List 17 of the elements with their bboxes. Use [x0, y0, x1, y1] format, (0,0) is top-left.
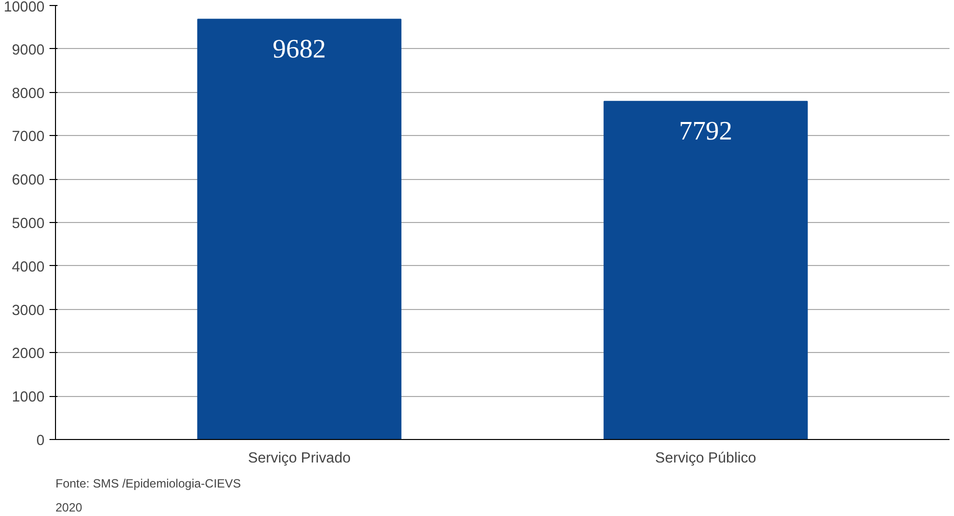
y-tick-label: 1000 [12, 390, 45, 406]
y-tick-label: 9000 [12, 42, 45, 58]
data-label: 7792 [679, 115, 732, 146]
y-tick-label: 8000 [12, 86, 45, 102]
text: 2020 [56, 500, 83, 514]
y-tick-label: 3000 [12, 302, 45, 319]
x-tick-label: Serviço Privado [248, 450, 351, 466]
y-tick-label: 6000 [12, 172, 45, 189]
y-tick-label: 10000 [4, 0, 45, 16]
y-tick-label: 0 [36, 433, 45, 449]
data-label: 9682 [272, 33, 326, 64]
source-note: Fonte: SMS /Epidemiologia-CIEVS [56, 476, 241, 490]
y-tick-label: 2000 [12, 346, 45, 362]
y-tick-label: 4000 [12, 259, 45, 276]
x-tick-label: Serviço Público [655, 450, 756, 466]
y-tick-label: 5000 [12, 216, 45, 232]
y-tick-label: 7000 [12, 129, 45, 146]
